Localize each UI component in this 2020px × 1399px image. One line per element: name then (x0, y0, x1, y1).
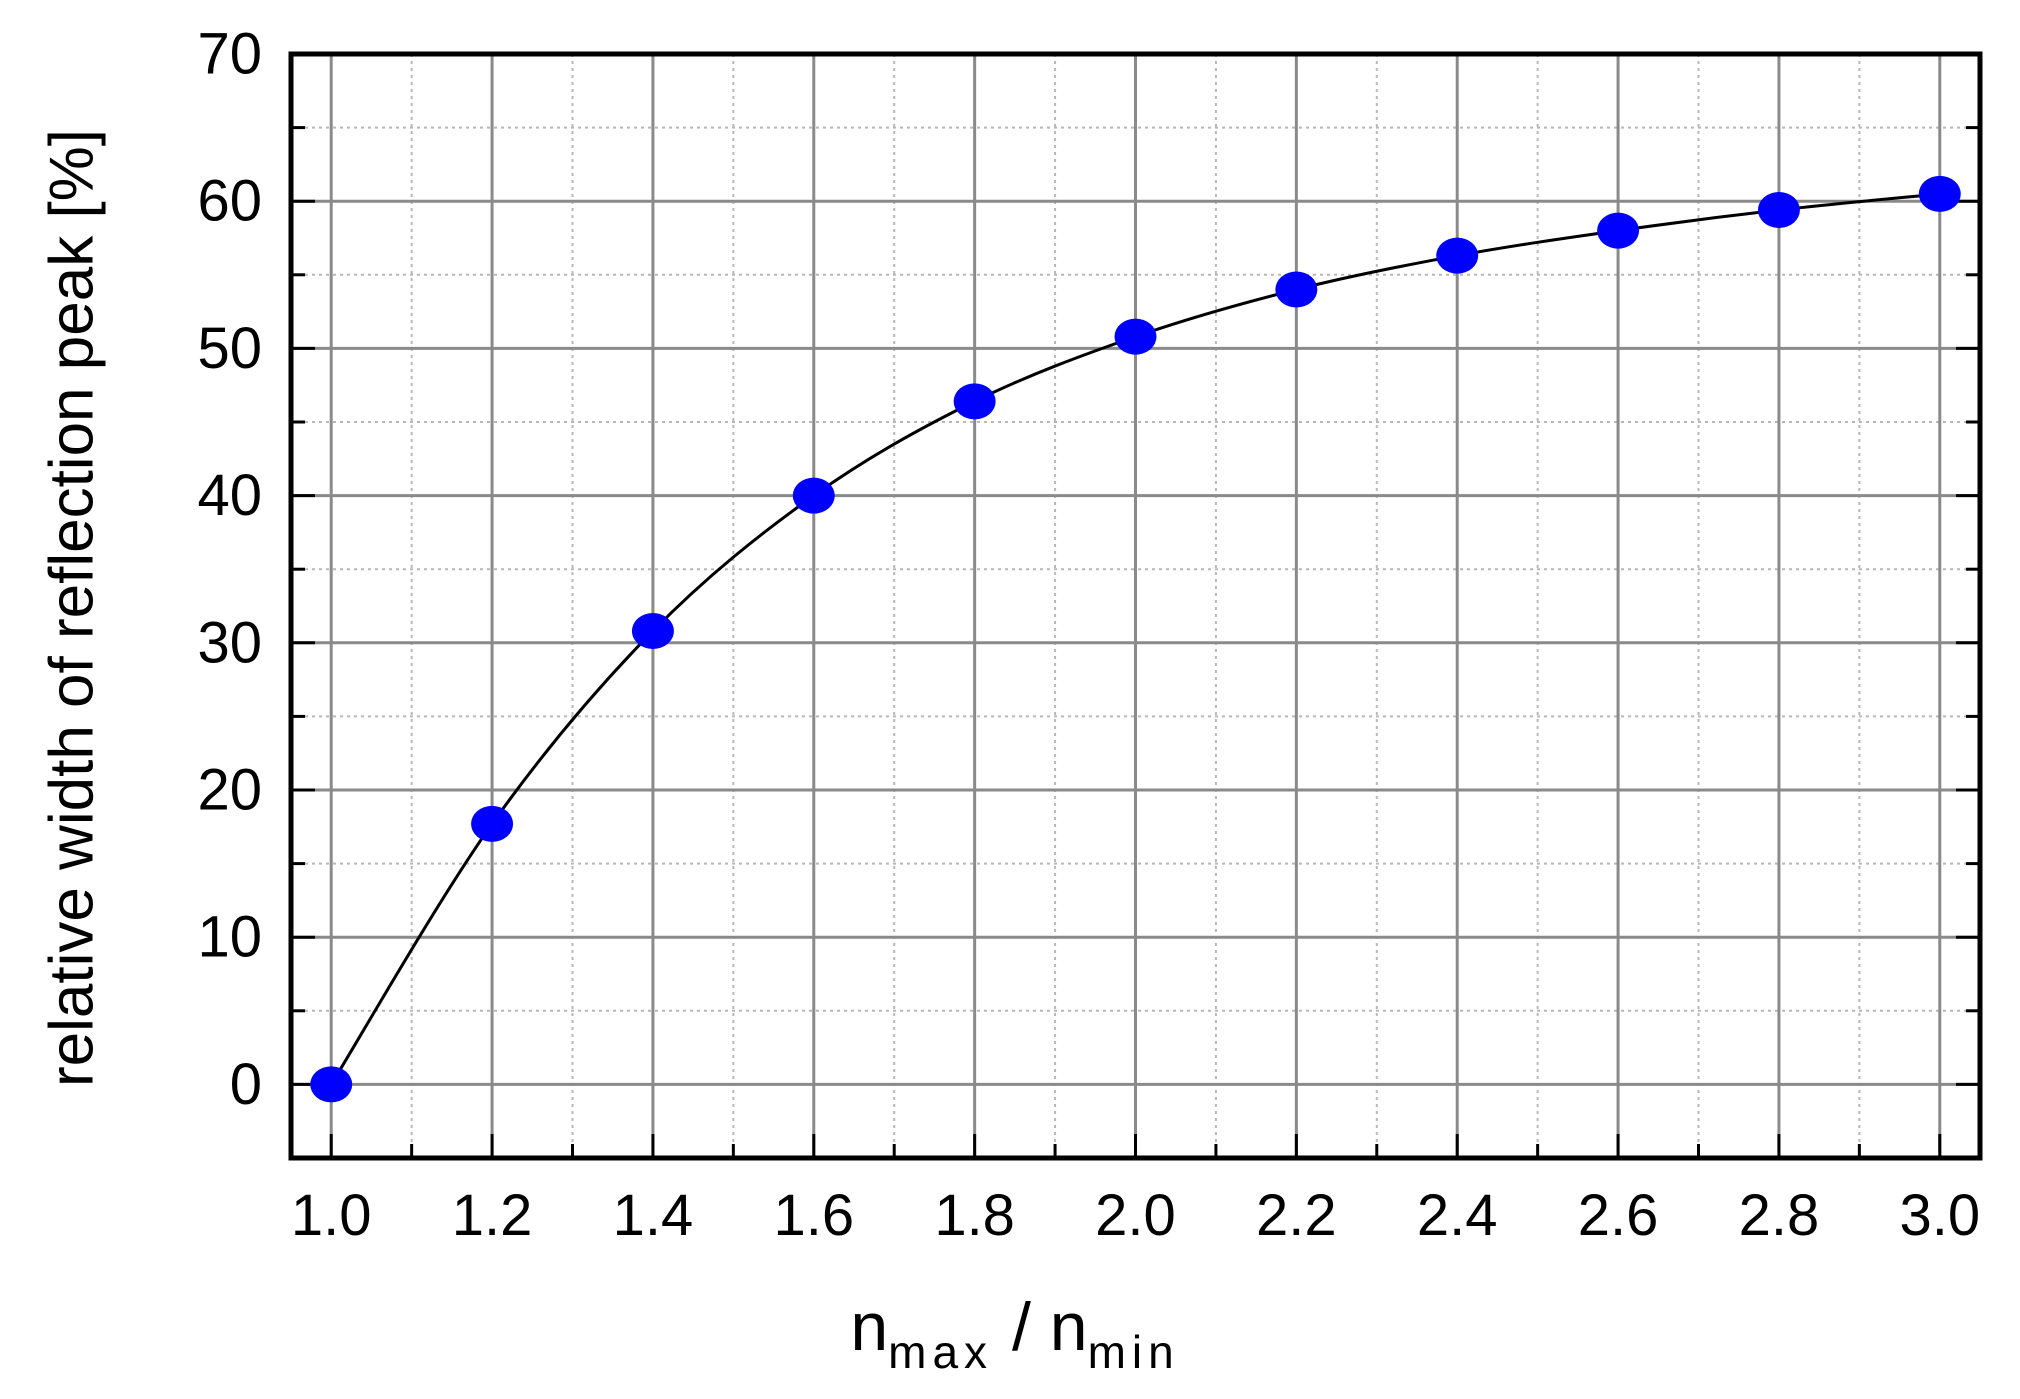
y-axis-title: relative width of reflection peak [%] (38, 129, 107, 1087)
data-point (1275, 271, 1318, 308)
x-axis-title: nmax / nmin (850, 1289, 1179, 1378)
data-point (471, 805, 514, 842)
y-tick-label: 10 (197, 905, 262, 970)
x-tick-label: 1.6 (773, 1183, 854, 1248)
data-point (631, 613, 674, 650)
series (310, 175, 1961, 1103)
y-tick-label: 20 (197, 758, 262, 823)
x-tick-label: 2.8 (1739, 1183, 1820, 1248)
x-axis-title-sub-min: min (1088, 1326, 1180, 1378)
data-point (1436, 237, 1479, 274)
x-tick-label: 2.0 (1095, 1183, 1176, 1248)
data-point (310, 1066, 353, 1103)
y-tick-label: 50 (197, 316, 262, 381)
grid (291, 52, 1980, 1158)
y-tick-label: 60 (197, 169, 262, 234)
y-tick-labels: 0 10 20 30 40 50 60 70 (197, 22, 262, 1117)
y-tick-label: 0 (230, 1052, 262, 1117)
x-tick-label: 2.6 (1578, 1183, 1659, 1248)
x-tick-labels: 1.0 1.2 1.4 1.6 1.8 2.0 2.2 2.4 2.6 2.8 3.0 (291, 1183, 1980, 1248)
x-tick-label: 1.8 (934, 1183, 1015, 1248)
x-tick-label: 2.4 (1417, 1183, 1498, 1248)
data-point (1757, 192, 1800, 229)
x-tick-label: 1.4 (613, 1183, 694, 1248)
x-axis-title-n1: n (850, 1289, 888, 1365)
x-tick-label: 1.2 (452, 1183, 533, 1248)
data-point (1597, 212, 1640, 249)
data-point (1114, 318, 1157, 355)
x-tick-label: 3.0 (1899, 1183, 1980, 1248)
x-axis-title-sub-max: max (888, 1326, 993, 1378)
y-tick-label: 40 (197, 463, 262, 528)
y-tick-label: 70 (197, 22, 262, 87)
x-axis-title-separator: / (993, 1289, 1050, 1365)
data-point (953, 383, 996, 420)
series-line (329, 192, 1940, 1086)
x-tick-label: 2.2 (1256, 1183, 1337, 1248)
x-tick-label: 1.0 (291, 1183, 372, 1248)
y-tick-label: 30 (197, 610, 262, 675)
data-point (1918, 175, 1961, 212)
x-axis-title-n2: n (1050, 1289, 1088, 1365)
axis-ticks (291, 52, 1980, 1158)
data-point (792, 477, 835, 514)
